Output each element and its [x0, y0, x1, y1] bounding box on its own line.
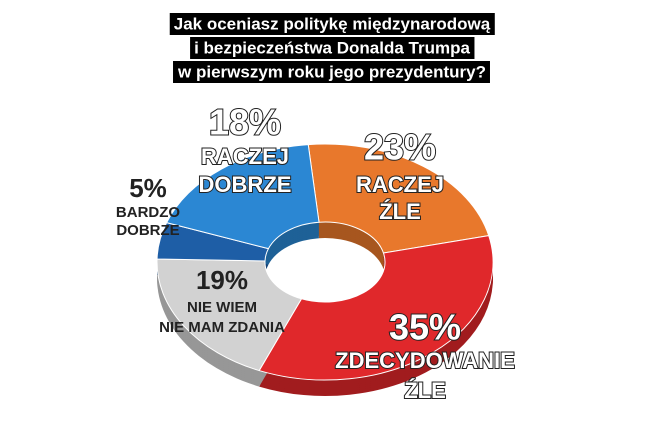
- category-label: NIE MAM ZDANIA: [159, 319, 285, 336]
- category-label: RACZEJ: [356, 172, 444, 197]
- category-label: ŹLE: [379, 199, 421, 224]
- category-label: BARDZO: [116, 204, 180, 221]
- category-label: NIE WIEM: [187, 299, 257, 316]
- title-box: [169, 13, 495, 35]
- slice: [307, 143, 490, 254]
- title-box: [173, 61, 490, 83]
- slice: [156, 258, 303, 372]
- value-label: 23%: [364, 127, 436, 168]
- value-label: 19%: [196, 265, 248, 295]
- category-label: ŹLE: [404, 378, 446, 403]
- title-line: Jak oceniasz politykę międzynarodową: [174, 14, 491, 33]
- value-label: 5%: [129, 173, 167, 203]
- category-label: DOBRZE: [116, 222, 179, 239]
- title-line: i bezpieczeństwa Donalda Trumpa: [194, 38, 470, 57]
- title-line: w pierwszym roku jego prezydentury?: [177, 62, 486, 81]
- category-label: RACZEJ: [201, 144, 289, 169]
- title-box: [190, 37, 475, 59]
- category-label: ZDECYDOWANIE: [335, 348, 515, 373]
- value-label: 18%: [209, 102, 281, 143]
- slice: [258, 235, 494, 381]
- category-label: DOBRZE: [199, 172, 292, 197]
- title: Jak oceniasz politykę międzynarodową i be…: [169, 13, 495, 83]
- slice: [165, 144, 320, 250]
- value-label: 35%: [389, 307, 461, 348]
